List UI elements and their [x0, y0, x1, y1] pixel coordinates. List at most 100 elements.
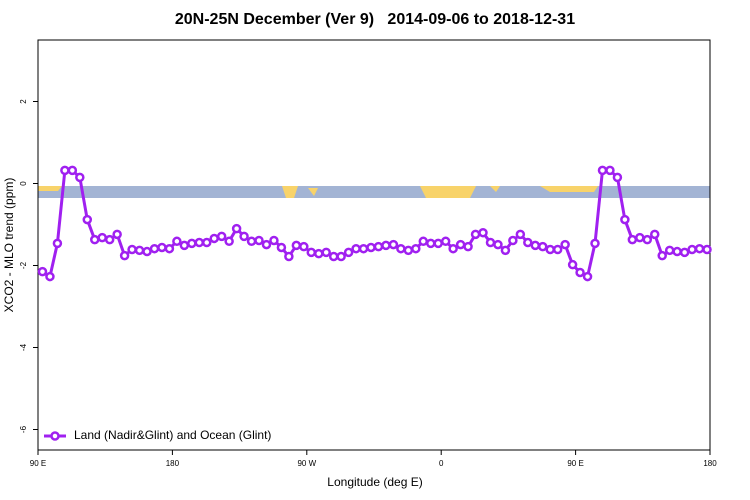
data-point [440, 236, 451, 247]
y-axis-label: XCO2 - MLO trend (ppm) [2, 178, 16, 313]
data-point [89, 234, 100, 245]
data-point [112, 229, 122, 240]
data-point [455, 239, 466, 250]
x-tick-label: 180 [166, 459, 180, 468]
data-point [37, 266, 48, 277]
data-point [284, 251, 294, 262]
data-point [411, 243, 421, 254]
data-point [575, 267, 585, 278]
data-point [597, 165, 608, 176]
data-point [82, 214, 93, 225]
data-point [679, 247, 690, 258]
data-point [246, 236, 257, 247]
data-point [321, 247, 331, 258]
data-point [605, 165, 615, 176]
legend-label: Land (Nadir&Glint) and Ocean (Glint) [74, 428, 271, 442]
land-ocean-strip [38, 186, 710, 198]
data-point [172, 236, 182, 247]
data-point [702, 244, 712, 255]
data-point [485, 237, 496, 248]
data-point [425, 238, 436, 249]
data-point [299, 241, 309, 252]
x-tick-label: 90 W [297, 459, 316, 468]
data-point [67, 165, 78, 176]
data-point [582, 271, 593, 282]
data-point [433, 238, 443, 249]
data-point [97, 232, 107, 243]
data-point [269, 235, 279, 246]
data-point [201, 237, 212, 248]
data-point [276, 242, 287, 253]
x-tick-label: 90 E [567, 459, 583, 468]
data-point [134, 245, 145, 256]
y-tick-label: 2 [19, 99, 28, 104]
x-tick-label: 90 E [30, 459, 46, 468]
data-point [261, 239, 272, 250]
data-point [567, 259, 578, 270]
data-point [694, 243, 705, 254]
data-point [224, 236, 234, 247]
y-tick-label: -4 [19, 343, 28, 351]
legend-marker [50, 431, 60, 441]
data-point [478, 227, 488, 238]
plot-frame [37, 39, 711, 451]
data-point [612, 172, 623, 183]
data-point [388, 239, 399, 250]
y-tick-label: -2 [19, 261, 28, 269]
data-point [194, 237, 205, 248]
data-point [179, 240, 190, 251]
data-point [119, 250, 130, 261]
data-point [104, 234, 115, 245]
data-point [664, 245, 675, 256]
data-point [537, 241, 548, 252]
data-point [216, 231, 227, 242]
data-point [418, 236, 429, 247]
data-point [687, 244, 697, 255]
data-point [627, 234, 638, 245]
data-point [635, 232, 645, 243]
data-point [620, 214, 630, 225]
x-tick-label: 180 [703, 459, 717, 468]
data-point [291, 240, 302, 251]
data-point [75, 172, 85, 183]
data-point [649, 229, 660, 240]
data-point [590, 238, 600, 249]
chart-title: 20N-25N December (Ver 9) 2014-09-06 to 2… [175, 11, 575, 28]
data-point [328, 251, 339, 262]
data-point [149, 243, 160, 254]
y-tick-label: 0 [19, 181, 28, 186]
data-point [343, 247, 354, 258]
data-point [351, 243, 361, 254]
data-point [381, 240, 391, 251]
data-point [358, 243, 369, 254]
data-point [187, 238, 197, 249]
data-point [545, 244, 555, 255]
data-point [672, 246, 682, 257]
data-point [508, 235, 518, 246]
data-point [157, 242, 167, 253]
data-point [52, 238, 63, 249]
data-point [254, 235, 264, 246]
data-point [515, 229, 526, 240]
data-point [530, 240, 541, 251]
data-point [403, 245, 414, 256]
data-point [313, 248, 324, 259]
y-tick-label: -6 [19, 425, 28, 433]
data-point [523, 237, 533, 248]
data-point [306, 247, 317, 258]
data-point [396, 243, 406, 254]
data-point [366, 242, 376, 253]
x-tick-label: 0 [439, 459, 444, 468]
data-point [373, 241, 384, 252]
data-point [45, 271, 55, 282]
data-point [642, 234, 653, 245]
data-point [164, 243, 175, 254]
data-point [463, 241, 473, 252]
data-point [127, 244, 137, 255]
x-axis-label: Longitude (deg E) [327, 475, 422, 489]
data-point [560, 239, 570, 250]
data-point [209, 233, 219, 244]
data-point [231, 223, 242, 234]
data-point [500, 245, 511, 256]
data-point [552, 244, 563, 255]
